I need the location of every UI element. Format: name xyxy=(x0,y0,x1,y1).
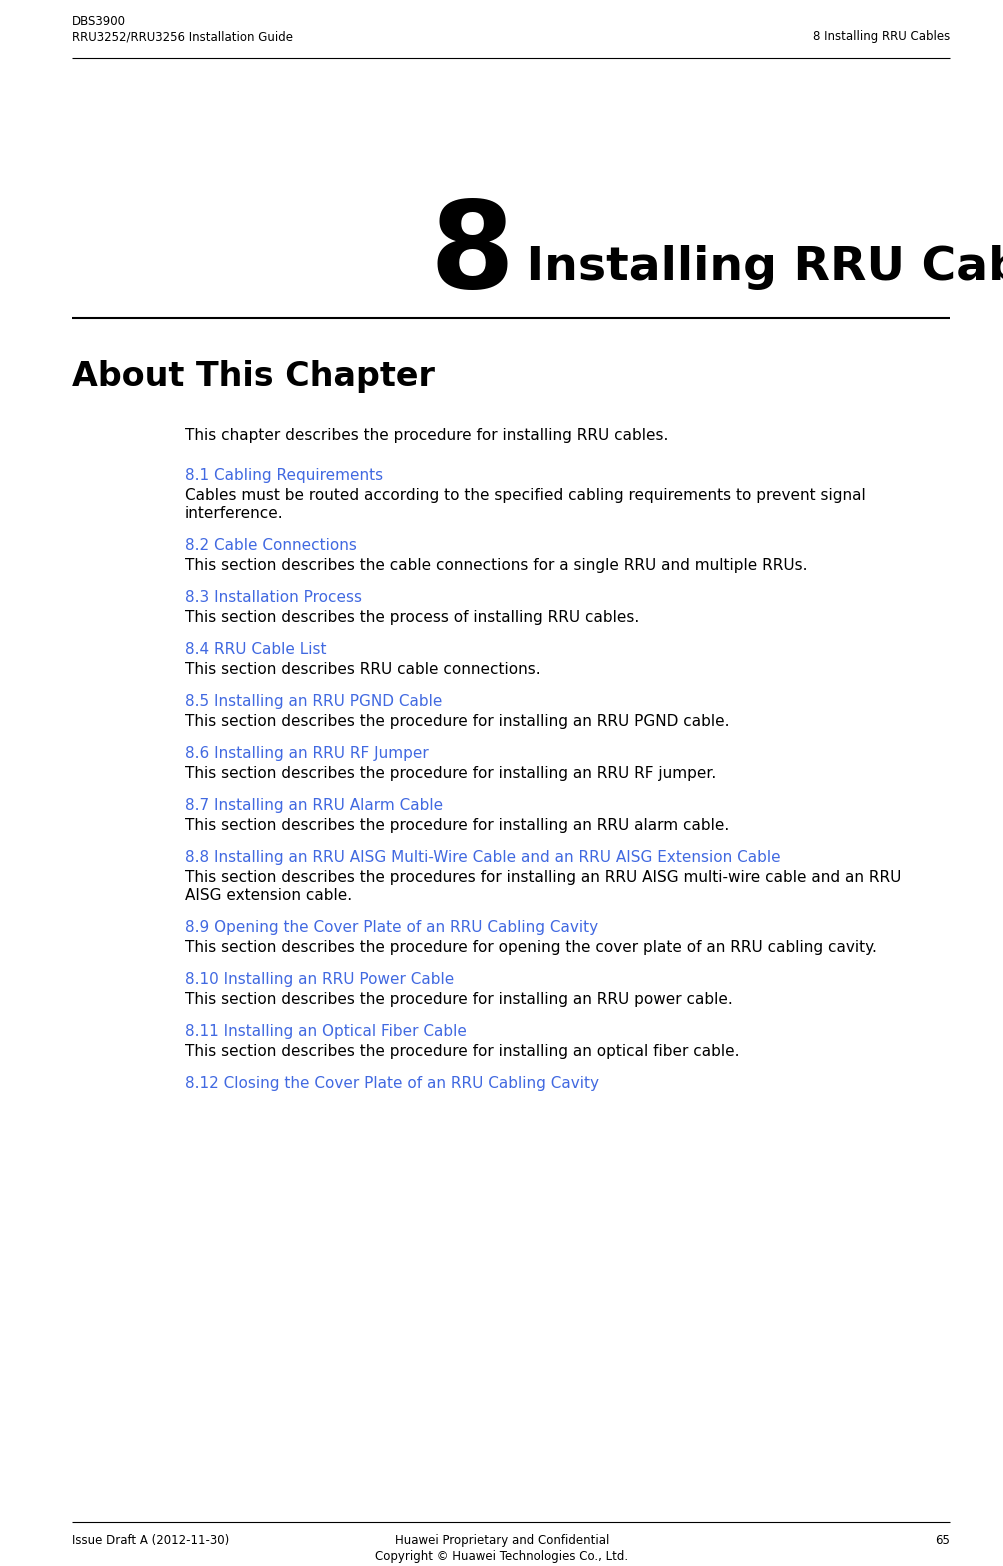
Text: 8.10 Installing an RRU Power Cable: 8.10 Installing an RRU Power Cable xyxy=(185,972,453,987)
Text: About This Chapter: About This Chapter xyxy=(72,360,434,393)
Text: 8: 8 xyxy=(429,196,515,313)
Text: 8.9 Opening the Cover Plate of an RRU Cabling Cavity: 8.9 Opening the Cover Plate of an RRU Ca… xyxy=(185,919,598,935)
Text: This section describes the procedure for installing an optical fiber cable.: This section describes the procedure for… xyxy=(185,1045,739,1059)
Text: 8.8 Installing an RRU AISG Multi-Wire Cable and an RRU AISG Extension Cable: 8.8 Installing an RRU AISG Multi-Wire Ca… xyxy=(185,850,780,864)
Text: Cables must be routed according to the specified cabling requirements to prevent: Cables must be routed according to the s… xyxy=(185,489,865,503)
Text: 8.3 Installation Process: 8.3 Installation Process xyxy=(185,590,362,604)
Text: DBS3900: DBS3900 xyxy=(72,16,125,28)
Text: Copyright © Huawei Technologies Co., Ltd.: Copyright © Huawei Technologies Co., Ltd… xyxy=(375,1550,628,1563)
Text: 8.6 Installing an RRU RF Jumper: 8.6 Installing an RRU RF Jumper xyxy=(185,745,428,761)
Text: 8.2 Cable Connections: 8.2 Cable Connections xyxy=(185,539,356,553)
Text: RRU3252/RRU3256 Installation Guide: RRU3252/RRU3256 Installation Guide xyxy=(72,30,293,42)
Text: Installing RRU Cables: Installing RRU Cables xyxy=(510,246,1003,291)
Text: This section describes RRU cable connections.: This section describes RRU cable connect… xyxy=(185,662,540,677)
Text: 8.4 RRU Cable List: 8.4 RRU Cable List xyxy=(185,642,326,658)
Text: 8 Installing RRU Cables: 8 Installing RRU Cables xyxy=(812,30,949,42)
Text: 8.5 Installing an RRU PGND Cable: 8.5 Installing an RRU PGND Cable xyxy=(185,694,442,709)
Text: This section describes the procedure for installing an RRU power cable.: This section describes the procedure for… xyxy=(185,991,732,1007)
Text: This section describes the procedure for installing an RRU alarm cable.: This section describes the procedure for… xyxy=(185,817,728,833)
Text: AISG extension cable.: AISG extension cable. xyxy=(185,888,352,904)
Text: This section describes the cable connections for a single RRU and multiple RRUs.: This section describes the cable connect… xyxy=(185,557,806,573)
Text: Issue Draft A (2012-11-30): Issue Draft A (2012-11-30) xyxy=(72,1535,229,1547)
Text: 65: 65 xyxy=(934,1535,949,1547)
Text: 8.12 Closing the Cover Plate of an RRU Cabling Cavity: 8.12 Closing the Cover Plate of an RRU C… xyxy=(185,1076,599,1092)
Text: This section describes the process of installing RRU cables.: This section describes the process of in… xyxy=(185,611,639,625)
Text: This chapter describes the procedure for installing RRU cables.: This chapter describes the procedure for… xyxy=(185,428,668,443)
Text: This section describes the procedure for installing an RRU RF jumper.: This section describes the procedure for… xyxy=(185,766,715,781)
Text: 8.1 Cabling Requirements: 8.1 Cabling Requirements xyxy=(185,468,383,482)
Text: interference.: interference. xyxy=(185,506,283,521)
Text: 8.11 Installing an Optical Fiber Cable: 8.11 Installing an Optical Fiber Cable xyxy=(185,1024,466,1038)
Text: This section describes the procedures for installing an RRU AISG multi-wire cabl: This section describes the procedures fo… xyxy=(185,871,901,885)
Text: 8.7 Installing an RRU Alarm Cable: 8.7 Installing an RRU Alarm Cable xyxy=(185,799,442,813)
Text: This section describes the procedure for installing an RRU PGND cable.: This section describes the procedure for… xyxy=(185,714,729,730)
Text: Huawei Proprietary and Confidential: Huawei Proprietary and Confidential xyxy=(394,1535,609,1547)
Text: This section describes the procedure for opening the cover plate of an RRU cabli: This section describes the procedure for… xyxy=(185,940,876,955)
